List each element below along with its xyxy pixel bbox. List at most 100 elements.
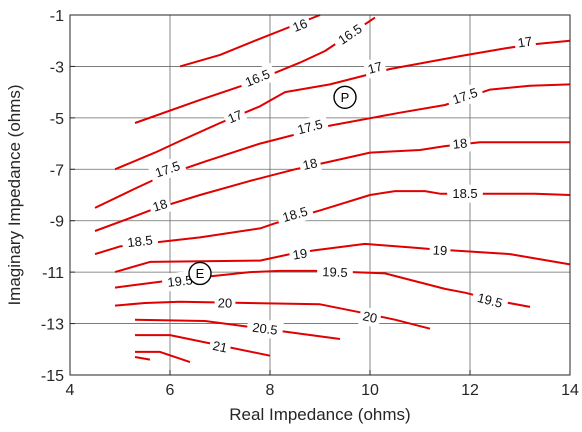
contour-labels: 16 16.5 16.5 17 17 17 17.5 17.5 17.5 18 18 18 18.5 18…	[121, 13, 537, 358]
contour-label-16.5: 16.5	[330, 16, 370, 52]
contour-label-16.5: 16.5	[237, 62, 278, 94]
contour-label-text: 18.5	[281, 204, 309, 225]
contour-label-text: 20.5	[251, 320, 278, 338]
contour-label-18: 18	[147, 193, 173, 217]
contour-label-bg	[214, 293, 236, 313]
contour-label-text: 19	[432, 242, 447, 258]
contour-label-20.5: 20.5	[246, 317, 284, 340]
contour-label-21: 21	[208, 335, 232, 358]
contour-label-16: 16	[287, 13, 313, 38]
contour-label-text: 18	[301, 155, 318, 173]
contour-label-bg	[448, 133, 472, 154]
contour-label-bg	[445, 81, 485, 111]
grid-lines	[70, 15, 570, 375]
contour-label-text: 17	[517, 33, 534, 50]
contour-label-17: 17	[362, 56, 388, 80]
y-tick-label: -13	[41, 317, 64, 334]
contour-label-17.5: 17.5	[290, 113, 330, 141]
contour-label-text: 17.5	[296, 116, 324, 137]
contour-label-bg	[288, 243, 312, 265]
contour-label-bg	[147, 193, 173, 217]
contour-label-bg	[316, 262, 354, 282]
contour-label-19: 19	[288, 243, 312, 265]
contour-label-text: 18	[452, 135, 468, 151]
contour-label-text: 18	[151, 196, 169, 215]
contour-label-text: 19.5	[167, 272, 194, 290]
contour-line-19	[114, 242, 571, 274]
contour-label-17: 17	[513, 31, 537, 53]
contour-label-17.5: 17.5	[147, 155, 188, 184]
y-tick-label: -3	[50, 59, 64, 76]
y-axis-label: Imaginary Impedance (ohms)	[5, 84, 24, 305]
contour-label-19: 19	[429, 240, 451, 260]
contour-label-text: 19	[292, 246, 309, 263]
contour-label-bg	[290, 113, 330, 141]
contour-label-bg	[429, 240, 451, 260]
y-tick-label: -11	[42, 265, 64, 282]
marker-label-E: E	[196, 266, 205, 281]
contour-label-bg	[447, 184, 483, 203]
contour-label-18: 18	[448, 133, 472, 154]
contour-label-text: 18.5	[452, 186, 477, 201]
contour-line-18	[94, 141, 570, 232]
contour-label-bg	[237, 62, 278, 94]
contour-label-bg	[147, 155, 188, 184]
contour-label-20: 20	[214, 293, 236, 313]
contour-label-bg	[513, 31, 537, 53]
contour-label-bg	[275, 200, 315, 228]
x-tick-label: 6	[166, 382, 175, 399]
x-tick-label: 14	[561, 382, 579, 399]
contour-label-bg	[246, 317, 284, 340]
y-tick-label: -5	[50, 111, 64, 128]
contour-label-bg	[221, 104, 249, 129]
marker-P	[333, 85, 357, 109]
x-tick-label: 8	[266, 382, 275, 399]
contour-label-bg	[208, 335, 232, 358]
contour-label-text: 20	[361, 308, 378, 326]
marker-E	[188, 261, 212, 286]
contour-line-20	[114, 300, 431, 330]
contour-line-21.5	[135, 350, 191, 364]
contour-label-text: 19.5	[476, 290, 504, 311]
contour-label-text: 17	[225, 107, 244, 126]
contour-label-text: 19.5	[322, 264, 348, 280]
plot-frame	[69, 14, 571, 376]
contour-line-17.5	[94, 83, 571, 209]
y-tick-label: -7	[50, 162, 64, 179]
y-tick-label: -15	[41, 368, 64, 385]
contour-line-16.5	[134, 16, 376, 124]
contour-label-bg	[357, 306, 383, 329]
contour-label-text: 21	[211, 338, 228, 356]
contour-line-22	[134, 356, 151, 361]
x-tick-label: 12	[461, 382, 479, 399]
contour-label-bg	[297, 153, 323, 176]
annotation-markers: PE	[188, 85, 357, 286]
marker-label-P: P	[341, 90, 350, 105]
contour-label-bg	[121, 230, 159, 253]
contour-label-17.5: 17.5	[445, 81, 485, 111]
contour-label-bg	[470, 287, 510, 314]
contour-label-18.5: 18.5	[447, 184, 483, 203]
contour-line-16	[179, 14, 321, 68]
contour-label-bg	[330, 16, 370, 52]
contour-label-text: 17.5	[153, 158, 182, 180]
contour-label-bg	[362, 56, 388, 80]
x-tick-label: 4	[66, 382, 75, 399]
contour-label-19.5: 19.5	[316, 262, 354, 282]
contour-label-17: 17	[221, 104, 249, 129]
contour-label-text: 17.5	[451, 85, 480, 107]
y-tick-label: -1	[50, 8, 64, 25]
contour-label-text: 17	[366, 59, 384, 77]
contour-line-17	[114, 39, 571, 171]
contour-label-text: 16	[291, 16, 310, 35]
contour-label-19.5: 19.5	[470, 287, 510, 314]
contour-label-18.5: 18.5	[121, 230, 159, 253]
x-tick-label: 10	[361, 382, 379, 399]
contour-label-18: 18	[297, 153, 323, 176]
contour-label-bg	[287, 13, 313, 38]
contour-label-18.5: 18.5	[275, 200, 315, 228]
contour-line-20.5	[134, 318, 341, 340]
y-tick-label: -9	[50, 214, 64, 231]
contour-line-21	[135, 334, 271, 357]
